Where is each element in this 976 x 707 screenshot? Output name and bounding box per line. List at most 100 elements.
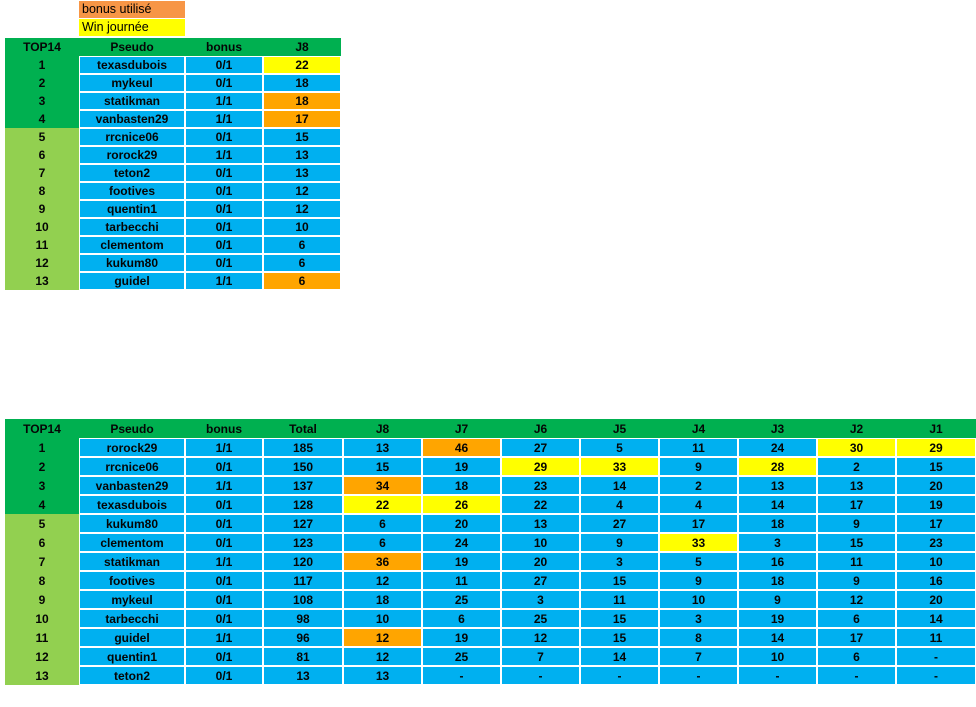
- pseudo-cell[interactable]: tarbecchi: [79, 218, 185, 236]
- score-cell[interactable]: 3: [580, 552, 659, 571]
- bonus-cell[interactable]: 0/1: [185, 128, 263, 146]
- pseudo-cell[interactable]: clementom: [79, 236, 185, 254]
- column-header-total[interactable]: Total: [263, 419, 343, 438]
- score-cell[interactable]: 6: [263, 254, 341, 272]
- score-cell[interactable]: 3: [659, 609, 738, 628]
- total-cell[interactable]: 127: [263, 514, 343, 533]
- score-cell[interactable]: 46: [422, 438, 501, 457]
- total-cell[interactable]: 185: [263, 438, 343, 457]
- bonus-cell[interactable]: 0/1: [185, 164, 263, 182]
- bonus-cell[interactable]: 0/1: [185, 74, 263, 92]
- score-cell[interactable]: 27: [501, 571, 580, 590]
- bonus-cell[interactable]: 0/1: [185, 495, 263, 514]
- score-cell[interactable]: -: [896, 666, 976, 685]
- bonus-cell[interactable]: 0/1: [185, 609, 263, 628]
- score-cell[interactable]: 17: [817, 495, 896, 514]
- score-cell[interactable]: 13: [817, 476, 896, 495]
- column-header-j7[interactable]: J7: [422, 419, 501, 438]
- score-cell[interactable]: 9: [817, 514, 896, 533]
- pseudo-cell[interactable]: guidel: [79, 272, 185, 290]
- score-cell[interactable]: 7: [501, 647, 580, 666]
- bonus-cell[interactable]: 1/1: [185, 628, 263, 647]
- score-cell[interactable]: 6: [343, 533, 422, 552]
- score-cell[interactable]: 11: [896, 628, 976, 647]
- score-cell[interactable]: 18: [738, 571, 817, 590]
- score-cell[interactable]: 19: [422, 552, 501, 571]
- pseudo-cell[interactable]: mykeul: [79, 590, 185, 609]
- score-cell[interactable]: 13: [263, 146, 341, 164]
- pseudo-cell[interactable]: tarbecchi: [79, 609, 185, 628]
- score-cell[interactable]: 26: [422, 495, 501, 514]
- score-cell[interactable]: 4: [580, 495, 659, 514]
- bonus-cell[interactable]: 0/1: [185, 218, 263, 236]
- column-header-j5[interactable]: J5: [580, 419, 659, 438]
- column-header-j6[interactable]: J6: [501, 419, 580, 438]
- score-cell[interactable]: 8: [659, 628, 738, 647]
- score-cell[interactable]: 20: [501, 552, 580, 571]
- score-cell[interactable]: 13: [343, 666, 422, 685]
- score-cell[interactable]: 12: [501, 628, 580, 647]
- column-header-pseudo[interactable]: Pseudo: [79, 419, 185, 438]
- rank-cell[interactable]: 6: [5, 146, 79, 164]
- bonus-cell[interactable]: 0/1: [185, 571, 263, 590]
- score-cell[interactable]: 9: [817, 571, 896, 590]
- pseudo-cell[interactable]: rorock29: [79, 146, 185, 164]
- pseudo-cell[interactable]: statikman: [79, 552, 185, 571]
- total-cell[interactable]: 13: [263, 666, 343, 685]
- score-cell[interactable]: 23: [501, 476, 580, 495]
- pseudo-cell[interactable]: rrcnice06: [79, 128, 185, 146]
- pseudo-cell[interactable]: clementom: [79, 533, 185, 552]
- pseudo-cell[interactable]: kukum80: [79, 254, 185, 272]
- score-cell[interactable]: 20: [896, 476, 976, 495]
- score-cell[interactable]: 12: [343, 647, 422, 666]
- score-cell[interactable]: 19: [896, 495, 976, 514]
- score-cell[interactable]: 6: [422, 609, 501, 628]
- pseudo-cell[interactable]: vanbasten29: [79, 476, 185, 495]
- score-cell[interactable]: 11: [422, 571, 501, 590]
- column-header-j1[interactable]: J1: [896, 419, 976, 438]
- total-cell[interactable]: 120: [263, 552, 343, 571]
- rank-cell[interactable]: 2: [5, 457, 79, 476]
- score-cell[interactable]: -: [896, 647, 976, 666]
- bonus-cell[interactable]: 1/1: [185, 92, 263, 110]
- rank-cell[interactable]: 8: [5, 571, 79, 590]
- score-cell[interactable]: 19: [738, 609, 817, 628]
- pseudo-cell[interactable]: footives: [79, 182, 185, 200]
- score-cell[interactable]: 6: [817, 647, 896, 666]
- column-header-bonus[interactable]: bonus: [185, 38, 263, 56]
- pseudo-cell[interactable]: kukum80: [79, 514, 185, 533]
- rank-cell[interactable]: 3: [5, 476, 79, 495]
- rank-cell[interactable]: 9: [5, 590, 79, 609]
- pseudo-cell[interactable]: rorock29: [79, 438, 185, 457]
- score-cell[interactable]: 6: [817, 609, 896, 628]
- score-cell[interactable]: 25: [422, 590, 501, 609]
- pseudo-cell[interactable]: quentin1: [79, 200, 185, 218]
- rank-cell[interactable]: 7: [5, 164, 79, 182]
- score-cell[interactable]: 9: [659, 571, 738, 590]
- score-cell[interactable]: 34: [343, 476, 422, 495]
- score-cell[interactable]: 2: [659, 476, 738, 495]
- legend-win-day-cell[interactable]: Win journée: [79, 19, 185, 36]
- rank-cell[interactable]: 12: [5, 647, 79, 666]
- score-cell[interactable]: 11: [659, 438, 738, 457]
- score-cell[interactable]: 15: [263, 128, 341, 146]
- score-cell[interactable]: 18: [422, 476, 501, 495]
- score-cell[interactable]: 15: [580, 628, 659, 647]
- pseudo-cell[interactable]: texasdubois: [79, 56, 185, 74]
- score-cell[interactable]: 14: [896, 609, 976, 628]
- rank-cell[interactable]: 6: [5, 533, 79, 552]
- score-cell[interactable]: 10: [501, 533, 580, 552]
- score-cell[interactable]: 14: [580, 476, 659, 495]
- score-cell[interactable]: 12: [263, 200, 341, 218]
- pseudo-cell[interactable]: teton2: [79, 666, 185, 685]
- bonus-cell[interactable]: 0/1: [185, 647, 263, 666]
- column-header-top14[interactable]: TOP14: [5, 419, 79, 438]
- score-cell[interactable]: 36: [343, 552, 422, 571]
- score-cell[interactable]: 16: [896, 571, 976, 590]
- score-cell[interactable]: 3: [738, 533, 817, 552]
- legend-bonus-used-cell[interactable]: bonus utilisé: [79, 1, 185, 18]
- score-cell[interactable]: 27: [580, 514, 659, 533]
- rank-cell[interactable]: 7: [5, 552, 79, 571]
- total-cell[interactable]: 150: [263, 457, 343, 476]
- pseudo-cell[interactable]: quentin1: [79, 647, 185, 666]
